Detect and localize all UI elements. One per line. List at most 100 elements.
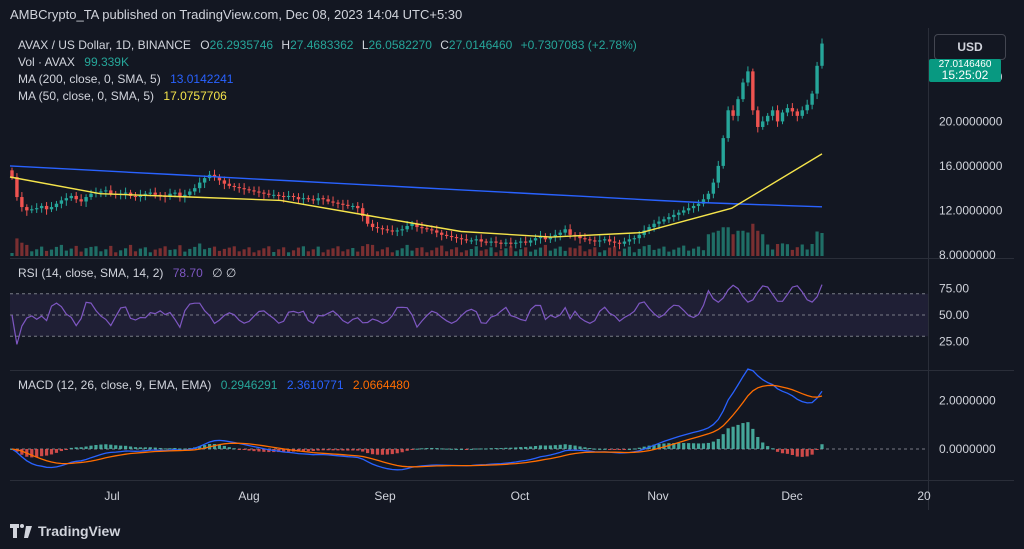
volume-bar	[622, 248, 627, 256]
volume-bar	[109, 245, 113, 256]
axes: 24.000000020.000000016.000000012.0000000…	[104, 70, 1002, 503]
macd-histogram-bar	[54, 448, 59, 453]
volume-bar	[435, 247, 439, 256]
macd-histogram-bar	[528, 446, 533, 449]
macd-histogram-bar	[183, 448, 187, 450]
macd-histogram-bar	[69, 447, 73, 449]
volume-bar	[25, 244, 29, 256]
candle-body	[148, 192, 152, 194]
candle-body	[514, 242, 518, 244]
volume-bar	[341, 251, 345, 256]
candle-body	[104, 190, 108, 192]
volume-bar	[795, 247, 799, 256]
macd-histogram-bar	[469, 448, 473, 450]
volume-legend: Vol · AVAX 99.339K	[18, 55, 129, 69]
candle-body	[252, 190, 256, 192]
volume-bar	[578, 245, 582, 256]
candle-body	[380, 228, 385, 230]
candle-body	[558, 232, 562, 235]
macd-histogram-bar	[143, 447, 147, 449]
macd-histogram-bar	[44, 448, 49, 456]
volume-bar	[499, 250, 503, 256]
volume-bar	[252, 252, 256, 256]
candle-body	[281, 195, 286, 198]
macd-histogram-bar	[247, 448, 251, 451]
volume-bar	[800, 244, 804, 256]
macd-histogram-bar	[104, 444, 108, 449]
macd-histogram-bar	[716, 438, 720, 449]
volume-bar	[405, 244, 409, 256]
macd-histogram-bar	[59, 448, 63, 452]
macd-histogram-bar	[89, 445, 93, 449]
volume-bar	[489, 247, 493, 256]
macd-histogram-bar	[785, 448, 790, 454]
volume-bar	[528, 251, 533, 256]
macd-histogram-bar	[642, 446, 646, 449]
volume-bar	[736, 230, 740, 256]
ma200-value: 13.0142241	[170, 72, 234, 86]
candle-body	[706, 193, 711, 200]
candle-body	[578, 235, 582, 239]
volume-label: Vol · AVAX	[18, 55, 75, 69]
candle-body	[765, 115, 770, 122]
macd-histogram-bar	[820, 444, 824, 449]
volume-bar	[805, 249, 809, 256]
candle-body	[583, 238, 587, 240]
macd-histogram-bar	[20, 448, 24, 455]
macd-histogram-bar	[390, 448, 394, 455]
publish-header: AMBCrypto_TA published on TradingView.co…	[0, 0, 1024, 28]
volume-bar	[721, 227, 725, 256]
volume-bar	[691, 248, 696, 256]
candle-body	[741, 82, 745, 100]
volume-bar	[687, 250, 691, 256]
macd-histogram-bar	[622, 448, 627, 450]
volume-bar	[336, 246, 340, 256]
volume-bar	[494, 252, 498, 256]
chart-area[interactable]	[10, 28, 1014, 510]
candle-body	[183, 194, 187, 198]
volume-bar	[207, 247, 212, 256]
volume-bar	[558, 246, 562, 256]
macd-histogram-bar	[741, 423, 745, 449]
volume-bar	[573, 248, 577, 256]
candle-body	[34, 208, 39, 210]
volume-bar	[484, 249, 488, 256]
macd-histogram-bar	[405, 448, 409, 451]
volume-bar	[366, 244, 370, 256]
macd-histogram-bar	[356, 448, 360, 451]
ma50-value: 17.0757706	[163, 89, 227, 103]
ma50-line	[9, 153, 823, 238]
macd-histogram-bar	[385, 448, 389, 455]
currency-button[interactable]: USD	[934, 34, 1006, 60]
candle-body	[217, 177, 222, 181]
macd-histogram-bar	[775, 448, 780, 452]
close-label: C	[440, 38, 449, 52]
candle-body	[168, 193, 172, 198]
candle-body	[360, 208, 365, 216]
candle-body	[780, 112, 785, 122]
macd-histogram-bar	[35, 448, 39, 458]
high-value: 27.4683362	[290, 38, 354, 52]
candle-body	[795, 111, 800, 116]
volume-bar	[188, 248, 192, 256]
candle-body	[232, 185, 236, 188]
macd-histogram-bar	[301, 448, 306, 452]
candle-body	[365, 215, 370, 224]
candle-body	[489, 241, 493, 243]
candle-body	[405, 225, 409, 230]
candle-body	[54, 203, 59, 208]
volume-bar	[627, 246, 631, 256]
macd-histogram-bar	[321, 448, 325, 451]
candle-body	[301, 198, 306, 200]
macd-histogram-bar	[672, 443, 676, 449]
candle-body	[25, 207, 29, 211]
time-tick-label: Oct	[511, 489, 530, 503]
macd-histogram-bar	[687, 443, 691, 449]
macd-histogram-bar	[504, 447, 508, 449]
candle-body	[686, 208, 691, 211]
volume-bar	[642, 246, 646, 256]
candle-body	[395, 230, 399, 232]
candle-body	[133, 195, 138, 198]
footer-brand[interactable]: TradingView	[10, 521, 120, 541]
